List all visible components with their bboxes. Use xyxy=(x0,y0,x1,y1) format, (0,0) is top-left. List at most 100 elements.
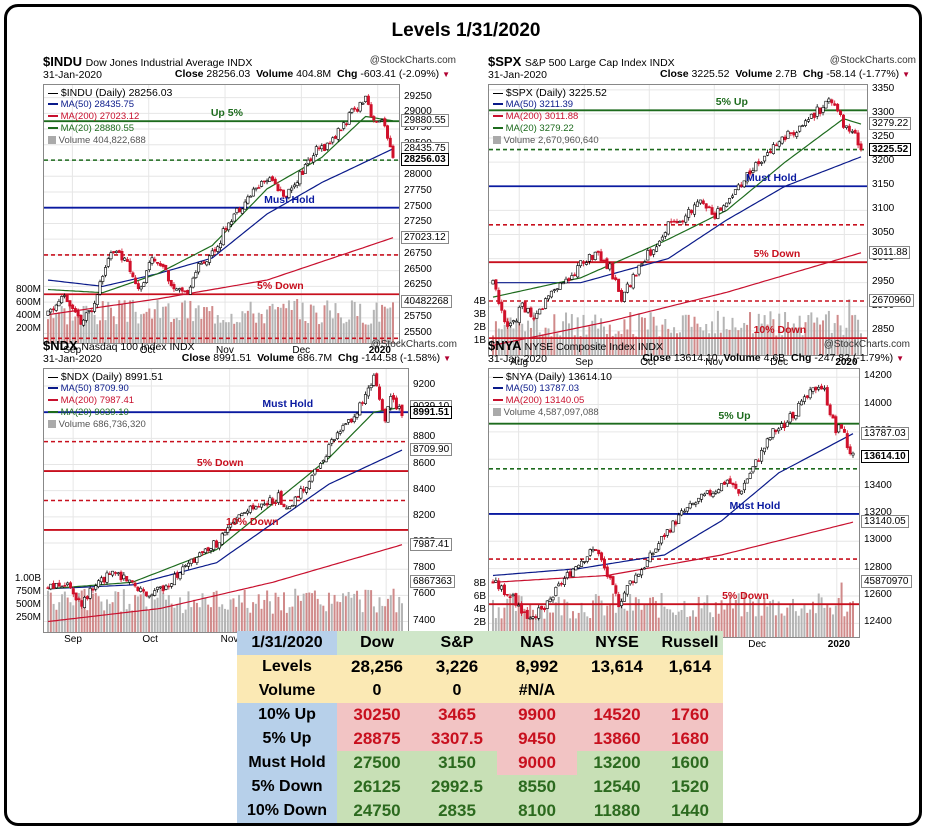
candle-body xyxy=(323,144,327,151)
x-tick-label: Sep xyxy=(575,357,594,368)
volume-bar xyxy=(197,305,200,343)
volume-bar xyxy=(129,300,132,343)
volume-bar xyxy=(204,597,207,632)
candle-body xyxy=(742,180,746,188)
candle-body xyxy=(531,616,535,619)
down-triangle-icon: ▼ xyxy=(896,354,904,363)
candle-body xyxy=(292,184,296,188)
level-cell: 2835 xyxy=(417,799,497,823)
volume-bar xyxy=(592,600,594,637)
volume-bar xyxy=(249,301,252,343)
volume-bar xyxy=(803,603,806,637)
candle-body xyxy=(745,172,749,183)
volume-bar xyxy=(386,308,389,343)
candle-body xyxy=(594,549,598,551)
volume-bar xyxy=(315,312,318,343)
volume-bar xyxy=(214,323,217,343)
volume-bar xyxy=(654,600,657,637)
candle-body xyxy=(511,594,515,597)
volume-bar xyxy=(757,598,760,637)
candle-body xyxy=(509,322,513,326)
candle-body xyxy=(503,310,507,323)
volume-bar xyxy=(103,610,106,632)
candle-body xyxy=(736,184,740,191)
candle-body xyxy=(576,265,580,278)
volume-tick-label: 600M xyxy=(15,297,41,308)
volume-tick-label: 1B xyxy=(473,335,486,346)
candle-body xyxy=(198,552,202,557)
volume-bar xyxy=(320,322,323,343)
index-name: Dow Jones Industrial Average INDX xyxy=(85,57,253,69)
candle-body xyxy=(136,283,140,289)
volume-bar xyxy=(846,611,849,637)
candle-body xyxy=(260,181,264,187)
candle-body xyxy=(545,600,549,609)
candle-body xyxy=(68,300,72,307)
volume-bar xyxy=(164,306,167,343)
candle-body xyxy=(101,276,105,282)
candle-body xyxy=(834,416,838,434)
symbol: $INDU xyxy=(43,54,83,69)
volume-bar xyxy=(523,608,526,637)
volume-bar xyxy=(287,300,290,343)
volume-bar xyxy=(623,319,626,355)
candle-body xyxy=(851,452,855,456)
volume-bar xyxy=(167,303,170,343)
candle-body xyxy=(377,120,381,123)
volume-bar xyxy=(712,617,714,637)
candle-body xyxy=(751,466,755,473)
volume-bar xyxy=(60,306,63,343)
candle-body xyxy=(549,290,553,298)
candle-body xyxy=(665,529,669,536)
candle-body xyxy=(500,301,504,311)
candle-body xyxy=(757,161,761,165)
candle-body xyxy=(514,320,518,323)
y-tick-label: 8200 xyxy=(413,509,436,521)
volume-bar xyxy=(359,303,362,343)
volume-bar xyxy=(205,307,208,343)
level-label: 5% Down xyxy=(196,457,244,470)
candle-body xyxy=(654,548,658,553)
volume-bar xyxy=(834,605,837,637)
volume-bar xyxy=(786,607,789,637)
volume-bar xyxy=(190,607,193,632)
row-label: Must Hold xyxy=(237,751,337,775)
volume-bar xyxy=(173,607,176,632)
volume-bar xyxy=(336,601,339,632)
levels-cell: 28,256 xyxy=(337,655,417,679)
candle-body xyxy=(771,428,775,438)
candle-body xyxy=(87,310,91,312)
candle-body xyxy=(541,308,545,310)
volume-tick-label: 500M xyxy=(15,599,41,610)
volume-bar xyxy=(97,596,100,632)
legend-price: $NYA (Daily) 13614.10 xyxy=(493,371,612,383)
volume-bar xyxy=(514,610,517,637)
volume-bar xyxy=(506,598,509,637)
volume-bar xyxy=(49,314,52,343)
volume-bar xyxy=(318,324,321,343)
candle-body xyxy=(825,387,829,406)
candle-body xyxy=(394,397,398,410)
symbol: $NYA xyxy=(488,338,522,353)
volume-bar xyxy=(280,610,283,632)
y-tick-label: 8800 xyxy=(413,431,436,443)
candle-body xyxy=(840,424,844,429)
candle-body xyxy=(102,576,106,583)
candle-body xyxy=(191,277,195,288)
price-tag: 6867363 xyxy=(410,575,455,589)
candle-body xyxy=(361,402,365,404)
candle-body xyxy=(71,304,75,310)
volume-bar xyxy=(123,300,126,343)
volume-bar xyxy=(203,307,206,343)
candle-body xyxy=(237,514,241,519)
volume-bar xyxy=(162,306,164,343)
volume-bar xyxy=(319,604,322,632)
brand-label: @StockCharts.com xyxy=(829,55,916,66)
legend-ma50: MA(50) 3211.39 xyxy=(493,99,607,111)
y-tick-label: 13400 xyxy=(864,479,892,491)
symbol: $NDX xyxy=(43,338,78,353)
candle-body xyxy=(571,568,575,578)
candle-body xyxy=(542,607,546,611)
candle-body xyxy=(731,482,735,486)
candle-body xyxy=(177,288,181,291)
